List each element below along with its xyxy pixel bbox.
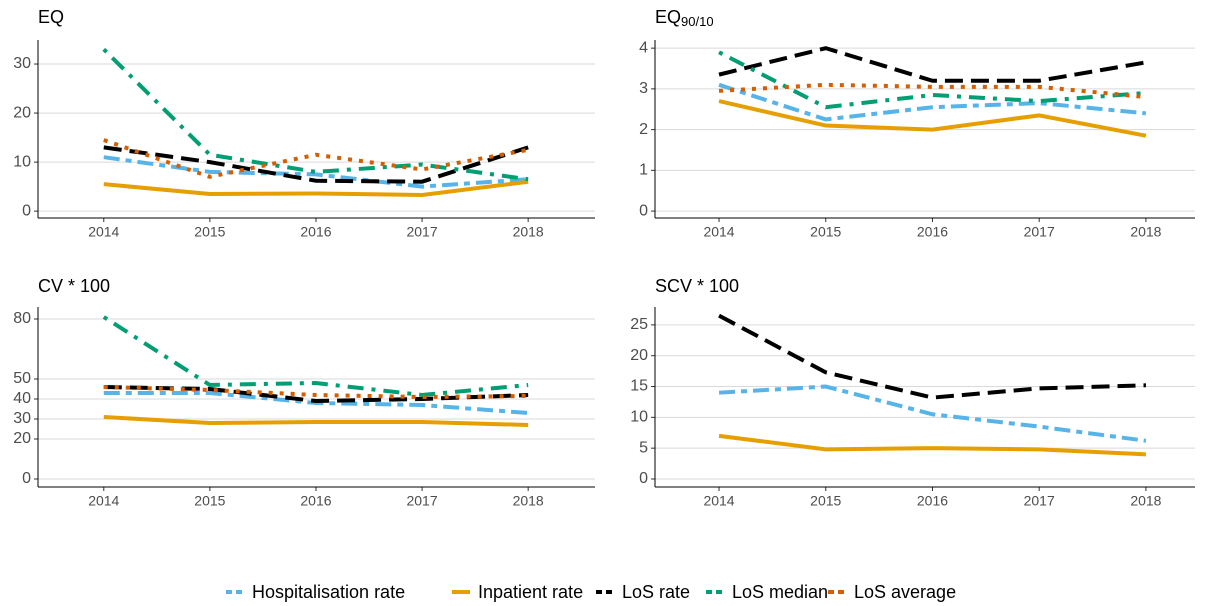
y-tick-label: 30 [13,55,31,72]
x-tick-label: 2018 [1130,224,1161,240]
y-tick-label: 5 [639,439,648,456]
y-tick-label: 0 [639,202,648,219]
y-tick-label: 20 [13,430,31,447]
x-tick-label: 2016 [917,493,948,509]
y-tick-label: 10 [630,409,648,426]
series-line [718,433,1147,457]
y-tick-label: 25 [630,316,648,333]
x-tick-label: 2016 [300,224,331,240]
y-tick-label: 0 [639,470,648,487]
x-tick-label: 2016 [917,224,948,240]
y-tick-label: 20 [630,347,648,364]
y-tick-label: 1 [639,162,648,179]
series-line [102,315,529,398]
legend-label: Hospitalisation rate [252,582,405,602]
panel-title: EQ90/10 [655,7,714,30]
y-tick-label: 40 [13,390,31,407]
y-tick-label: 3 [639,80,648,97]
x-tick-label: 2015 [810,493,841,509]
series-line [103,415,529,427]
x-tick-label: 2015 [194,493,225,509]
series-line [102,47,529,182]
panel-title: EQ [38,7,64,27]
x-tick-label: 2014 [703,493,734,509]
panel-title-subscript: 90/10 [681,14,714,29]
y-tick-label: 15 [630,378,648,395]
series-line [718,46,1147,83]
x-tick-label: 2018 [513,493,544,509]
series-line [103,385,529,400]
x-tick-label: 2017 [406,224,437,240]
panel-title: SCV * 100 [655,276,739,296]
x-tick-label: 2017 [406,493,437,509]
y-tick-label: 10 [13,153,31,170]
y-tick-label: 0 [22,202,31,219]
series-line [718,99,1147,138]
series-line [718,384,1147,443]
y-tick-label: 0 [22,470,31,487]
panel-title-text: SCV * 100 [655,276,739,296]
series-line [103,155,529,189]
legend-label: LoS rate [622,582,690,602]
legend-label: Inpatient rate [478,582,583,602]
x-tick-label: 2018 [513,224,544,240]
y-tick-label: 50 [13,370,31,387]
x-tick-label: 2015 [194,224,225,240]
x-tick-label: 2015 [810,224,841,240]
x-tick-label: 2017 [1024,493,1055,509]
x-tick-label: 2018 [1130,493,1161,509]
legend-label: LoS average [854,582,956,602]
x-tick-label: 2017 [1024,224,1055,240]
x-tick-label: 2014 [88,493,119,509]
panel-title-text: EQ [655,7,681,27]
x-tick-label: 2014 [703,224,734,240]
x-tick-label: 2014 [88,224,119,240]
y-tick-label: 80 [13,310,31,327]
series-line [103,145,529,184]
series-line [718,313,1146,400]
panel-title-text: CV * 100 [38,276,110,296]
series-line [718,82,1147,122]
y-tick-label: 4 [639,39,648,56]
x-tick-label: 2016 [300,493,331,509]
panel-title: CV * 100 [38,276,110,296]
series-line [103,138,529,179]
y-tick-label: 20 [13,104,31,121]
panel-title-text: EQ [38,7,64,27]
y-tick-label: 2 [639,121,648,138]
series-line [103,179,529,197]
legend-label: LoS median [732,582,828,602]
y-tick-label: 30 [13,410,31,427]
